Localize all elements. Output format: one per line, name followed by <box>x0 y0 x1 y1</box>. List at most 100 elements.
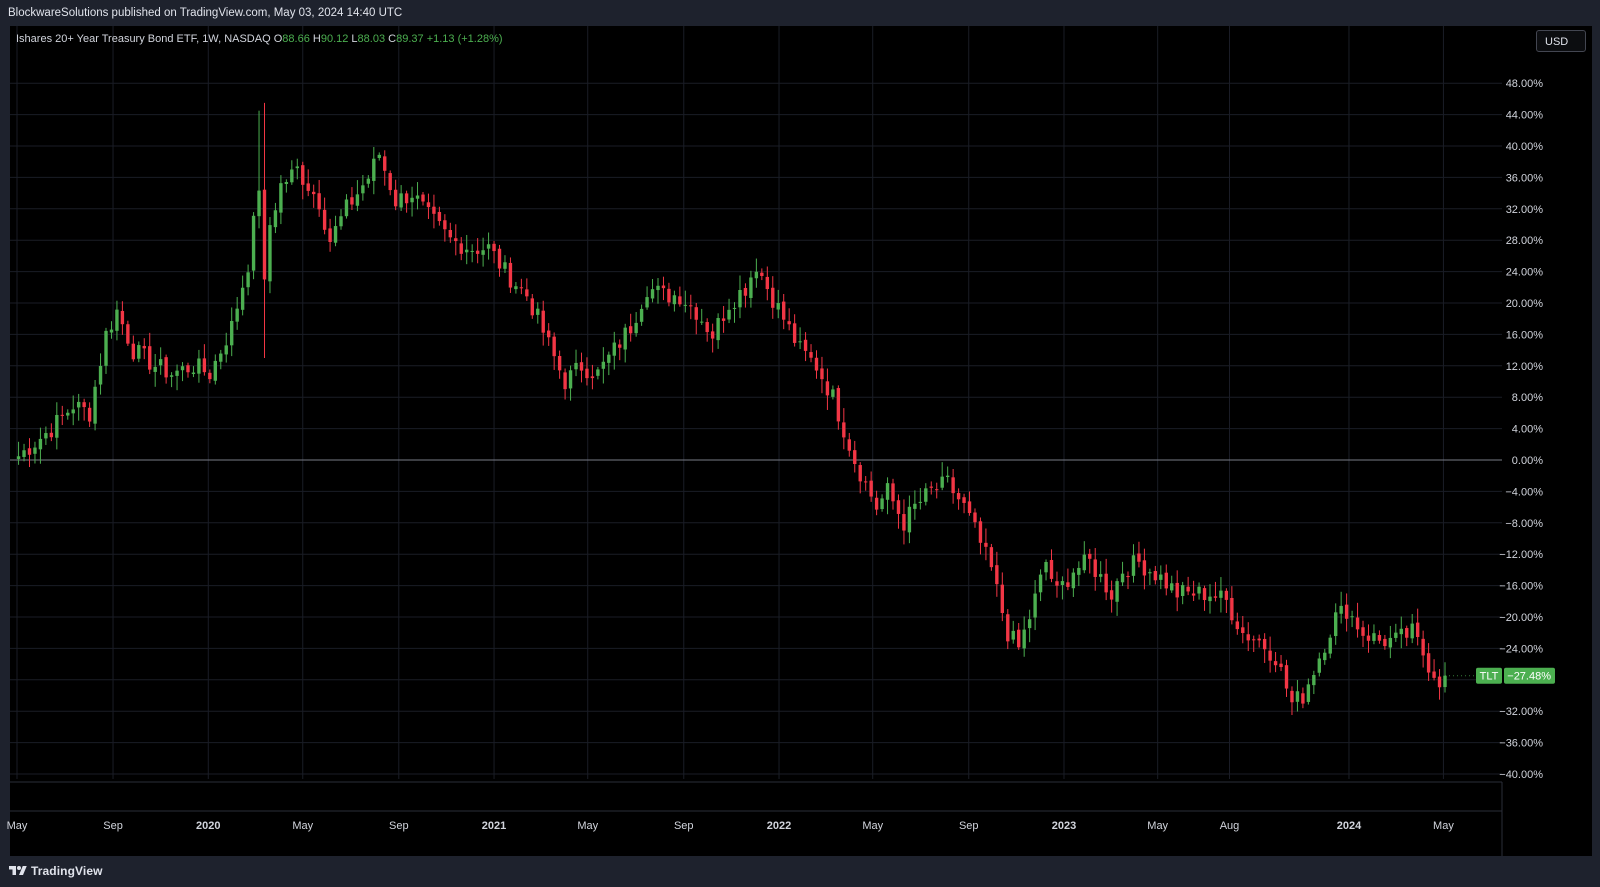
candle-body <box>1142 560 1147 576</box>
candle-body <box>1044 562 1048 573</box>
candle-body <box>301 165 305 185</box>
candle-body <box>1066 582 1070 587</box>
candle-body <box>1377 635 1382 641</box>
y-tick-label: −12.00% <box>1499 549 1543 561</box>
candle-body <box>208 372 212 380</box>
candle-body <box>317 193 321 210</box>
candle-body <box>628 326 633 334</box>
candle-body <box>667 288 671 303</box>
tradingview-logo-icon <box>9 866 27 875</box>
candle-body <box>907 506 912 533</box>
candle-body <box>973 512 977 523</box>
candle-body <box>1126 575 1130 578</box>
candle-body <box>771 287 775 308</box>
candle-body <box>377 154 381 158</box>
candle-body <box>896 500 901 514</box>
candle-body <box>634 322 638 334</box>
candle-body <box>1388 637 1393 648</box>
chart-frame[interactable] <box>10 26 1592 856</box>
candle-body <box>1213 596 1218 598</box>
candle-body <box>716 318 720 341</box>
candle-body <box>1115 581 1119 602</box>
candle-body <box>1093 559 1097 577</box>
candle-body <box>454 238 458 242</box>
candle-body <box>1344 604 1349 619</box>
candle-body <box>1017 629 1021 648</box>
candle-body <box>1262 638 1267 650</box>
y-tick-label: 4.00% <box>1512 424 1543 436</box>
candle-body <box>1301 693 1305 704</box>
candle-body <box>158 359 163 366</box>
candle-body <box>273 210 278 228</box>
candle-body <box>1208 596 1212 602</box>
candle-body <box>596 369 600 376</box>
candle-body <box>1426 653 1431 673</box>
candle-body <box>574 362 578 370</box>
price-chart[interactable]: 48.00% 44.00% 40.00% 36.00% 32.00% 28.00% 24.0… <box>0 0 1600 856</box>
candle-body <box>874 497 879 510</box>
candle-body <box>618 344 622 348</box>
candle-body <box>486 244 491 249</box>
candle-body <box>421 194 425 202</box>
candle-body <box>465 249 469 253</box>
candle-body <box>16 456 21 459</box>
x-tick-label: Sep <box>674 820 694 832</box>
publish-header: BlockwareSolutions published on TradingV… <box>0 0 1600 26</box>
candle-body <box>1060 581 1065 586</box>
time-axis[interactable]: May Sep 2020 May Sep 2021 May Sep 2022 May Sep 2023… <box>7 820 1455 832</box>
candle-body <box>350 197 354 205</box>
last-price-value-box <box>1504 667 1555 684</box>
y-tick-label: 20.00% <box>1506 298 1544 310</box>
candle-body <box>1055 581 1059 586</box>
candle-body <box>333 226 338 243</box>
candle-body <box>536 308 540 315</box>
candle-body <box>1170 583 1174 591</box>
candle-body <box>984 542 988 547</box>
candle-body <box>459 243 463 254</box>
candle-body <box>1257 638 1261 641</box>
y-tick-label: −36.00% <box>1499 738 1543 750</box>
candle-body <box>475 250 480 254</box>
candle-body <box>1323 652 1327 661</box>
candle-body <box>1383 638 1387 647</box>
y-tick-label: −40.00% <box>1499 769 1543 781</box>
candle-body <box>847 439 851 451</box>
y-tick-label: 0.00% <box>1512 455 1543 467</box>
y-tick-label: −20.00% <box>1499 612 1543 624</box>
candle-body <box>388 173 392 191</box>
candle-body <box>782 301 786 320</box>
candle-body <box>967 501 972 514</box>
candle-body <box>169 375 174 377</box>
candle-body <box>1312 674 1316 686</box>
y-tick-label: 32.00% <box>1506 204 1544 216</box>
candle-body <box>246 272 250 288</box>
candle-body <box>940 476 944 488</box>
candle-body <box>410 197 414 203</box>
x-tick-label: May <box>862 820 883 832</box>
currency-button[interactable]: USD <box>1536 30 1586 52</box>
price-axis[interactable]: 48.00% 44.00% 40.00% 36.00% 32.00% 28.00% 24.0… <box>1499 78 1543 781</box>
candles <box>16 102 1447 716</box>
y-tick-label: 40.00% <box>1506 141 1544 153</box>
candle-body <box>1246 634 1250 641</box>
candle-body <box>164 357 168 378</box>
x-tick-label: Sep <box>103 820 123 832</box>
candle-body <box>372 158 376 181</box>
candle-body <box>514 286 518 290</box>
candle-body <box>104 330 108 366</box>
candle-body <box>1421 638 1425 656</box>
candle-body <box>989 547 994 568</box>
candle-body <box>1361 627 1365 636</box>
candle-body <box>311 191 316 195</box>
candle-body <box>1415 622 1420 637</box>
candle-body <box>661 285 666 289</box>
candle-body <box>601 361 606 369</box>
candle-body <box>66 412 70 416</box>
candle-body <box>1295 691 1300 702</box>
candle-body <box>951 477 955 494</box>
candle-body <box>1104 573 1108 593</box>
candle-body <box>284 182 289 184</box>
candle-body <box>257 190 261 217</box>
candle-body <box>1038 574 1043 593</box>
candle-body <box>585 368 589 379</box>
